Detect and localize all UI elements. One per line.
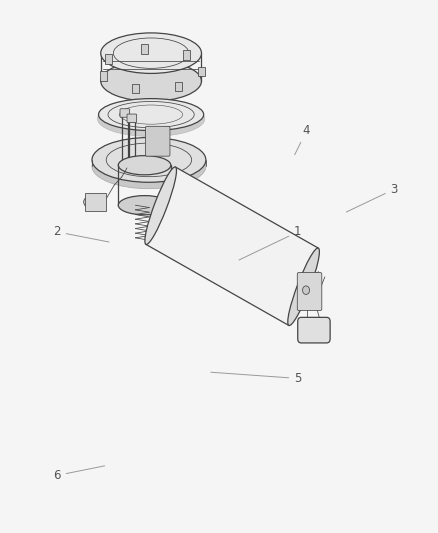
Ellipse shape [303, 286, 310, 294]
FancyBboxPatch shape [131, 84, 138, 93]
Ellipse shape [145, 167, 177, 245]
FancyBboxPatch shape [100, 71, 107, 81]
FancyBboxPatch shape [120, 109, 130, 117]
FancyBboxPatch shape [145, 126, 170, 156]
Ellipse shape [84, 196, 98, 208]
Ellipse shape [101, 61, 201, 101]
Text: 4: 4 [295, 124, 311, 155]
Text: 5: 5 [211, 372, 301, 385]
Ellipse shape [118, 196, 171, 215]
Ellipse shape [288, 248, 319, 326]
FancyBboxPatch shape [198, 67, 205, 76]
Text: 3: 3 [346, 183, 398, 212]
FancyBboxPatch shape [105, 54, 112, 63]
Text: 2: 2 [53, 225, 109, 242]
FancyBboxPatch shape [127, 114, 137, 123]
Ellipse shape [101, 33, 201, 74]
Text: 1: 1 [239, 225, 302, 260]
Ellipse shape [92, 138, 206, 182]
FancyBboxPatch shape [85, 193, 106, 211]
Ellipse shape [92, 144, 206, 189]
Ellipse shape [118, 156, 171, 175]
FancyBboxPatch shape [183, 50, 190, 60]
Text: 6: 6 [53, 466, 105, 482]
Ellipse shape [98, 101, 205, 136]
FancyBboxPatch shape [298, 317, 330, 343]
FancyBboxPatch shape [175, 82, 182, 91]
Ellipse shape [99, 99, 204, 131]
FancyBboxPatch shape [297, 272, 322, 310]
FancyBboxPatch shape [141, 44, 148, 54]
Polygon shape [146, 167, 318, 326]
